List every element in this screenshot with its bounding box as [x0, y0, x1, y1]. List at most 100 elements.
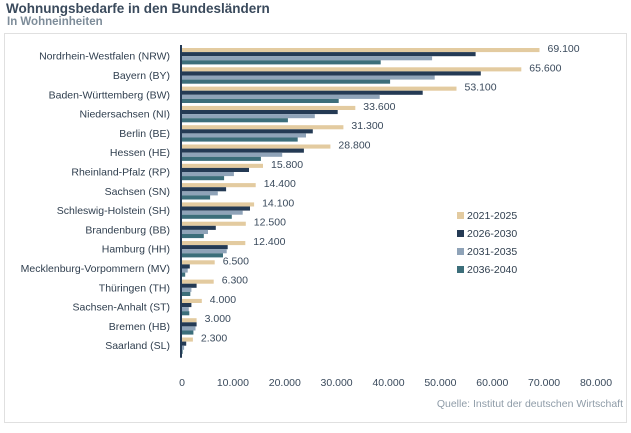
bar-2036-2040-4 — [181, 137, 298, 142]
bar-2031-2035-7 — [181, 191, 218, 196]
bar-2026-2030-0 — [181, 52, 476, 57]
bar-2026-2030-9 — [181, 225, 216, 230]
legend-swatch — [457, 212, 464, 219]
category-label: Baden-Württemberg (BW) — [49, 89, 170, 101]
bar-2031-2035-10 — [181, 249, 227, 254]
bar-2031-2035-9 — [181, 229, 208, 234]
bar-2036-2040-11 — [181, 272, 186, 277]
category-label: Saarland (SL) — [105, 340, 170, 352]
bar-2036-2040-5 — [181, 156, 261, 161]
bar-2031-2035-11 — [181, 268, 188, 273]
chart-title: Wohnungsbedarfe in den Bundesländern — [6, 1, 270, 16]
bar-2031-2035-1 — [181, 75, 435, 80]
bar-2036-2040-1 — [181, 79, 391, 84]
x-tick-label: 20.000 — [269, 377, 301, 389]
bar-2021-2025-6 — [181, 163, 263, 168]
bar-2026-2030-5 — [181, 148, 304, 153]
legend: 2021-2025 2026-2030 2031-2035 2036-2040 — [457, 210, 517, 276]
category-label: Sachsen (SN) — [105, 186, 170, 198]
bar-2026-2030-7 — [181, 187, 227, 192]
x-tick-label: 60.000 — [476, 377, 508, 389]
bar-2021-2025-10 — [181, 241, 246, 246]
bar-2021-2025-12 — [181, 279, 214, 284]
bar-2036-2040-9 — [181, 234, 204, 239]
category-label: Nordrhein-Westfalen (NRW) — [39, 51, 170, 63]
category-label: Brandenburg (BB) — [85, 224, 170, 236]
legend-swatch — [457, 230, 464, 237]
bar-2036-2040-0 — [181, 60, 381, 65]
bar-2021-2025-9 — [181, 221, 246, 226]
bar-2026-2030-11 — [181, 264, 190, 269]
category-label: Bremen (HB) — [109, 321, 170, 333]
bar-2021-2025-4 — [181, 125, 344, 130]
bar-2026-2030-2 — [181, 90, 423, 95]
data-label: 6.300 — [222, 275, 248, 287]
x-tick-label: 70.000 — [528, 377, 560, 389]
bar-2031-2035-13 — [181, 307, 189, 312]
bar-2026-2030-1 — [181, 71, 481, 76]
category-label: Bayern (BY) — [113, 70, 170, 82]
data-label: 12.500 — [254, 217, 286, 229]
category-label: Niedersachsen (NI) — [80, 109, 170, 121]
data-label: 15.800 — [271, 159, 303, 171]
bar-2031-2035-8 — [181, 210, 243, 215]
bar-2026-2030-4 — [181, 129, 313, 134]
data-label: 65.600 — [529, 62, 561, 74]
bar-2021-2025-7 — [181, 183, 256, 188]
legend-swatch — [457, 266, 464, 273]
data-labels: 69.100 65.600 53.100 33.600 31.300 28.800 15.8… — [201, 43, 580, 345]
bar-2026-2030-10 — [181, 245, 228, 250]
data-label: 14.400 — [264, 178, 296, 190]
bar-2026-2030-13 — [181, 303, 192, 308]
bar-2031-2035-4 — [181, 133, 306, 138]
bar-2026-2030-14 — [181, 322, 197, 327]
data-label: 3.000 — [205, 313, 231, 325]
source-note: Quelle: Institut der deutschen Wirtschaf… — [436, 398, 623, 410]
bar-2031-2035-2 — [181, 94, 380, 99]
bar-2031-2035-5 — [181, 152, 283, 157]
bar-2036-2040-6 — [181, 176, 225, 181]
data-label: 31.300 — [351, 120, 383, 132]
data-label: 6.500 — [223, 255, 249, 267]
bar-2021-2025-1 — [181, 67, 522, 72]
bar-2026-2030-8 — [181, 206, 250, 211]
legend-swatch — [457, 248, 464, 255]
x-tick-label: 80.000 — [580, 377, 612, 389]
bar-2031-2035-6 — [181, 172, 234, 177]
bar-2031-2035-0 — [181, 56, 433, 61]
category-label: Mecklenburg-Vorpommern (MV) — [21, 263, 170, 275]
bar-2036-2040-3 — [181, 118, 288, 123]
bars-group — [181, 48, 540, 354]
legend-label: 2026-2030 — [467, 228, 517, 240]
bar-2026-2030-6 — [181, 167, 249, 172]
bar-2026-2030-3 — [181, 110, 338, 115]
bar-2026-2030-15 — [181, 341, 187, 346]
data-label: 4.000 — [210, 294, 236, 306]
bar-2021-2025-0 — [181, 48, 540, 53]
bar-2021-2025-5 — [181, 144, 331, 149]
legend-label: 2031-2035 — [467, 246, 517, 258]
data-label: 28.800 — [338, 140, 370, 152]
bar-2031-2035-3 — [181, 114, 315, 119]
legend-label: 2036-2040 — [467, 264, 517, 276]
category-label: Hamburg (HH) — [102, 244, 170, 256]
bar-2026-2030-12 — [181, 283, 197, 288]
bar-2031-2035-14 — [181, 326, 196, 331]
bar-2031-2035-12 — [181, 287, 192, 292]
data-label: 69.100 — [548, 43, 580, 55]
bar-2021-2025-15 — [181, 337, 193, 342]
data-label: 33.600 — [363, 101, 395, 113]
bar-2036-2040-13 — [181, 311, 190, 316]
bar-2036-2040-14 — [181, 330, 194, 335]
bar-2036-2040-10 — [181, 253, 223, 258]
bar-2036-2040-2 — [181, 98, 339, 103]
category-label: Berlin (BE) — [119, 128, 170, 140]
bar-2021-2025-11 — [181, 260, 215, 265]
legend-label: 2021-2025 — [467, 210, 517, 222]
data-label: 53.100 — [465, 82, 497, 94]
category-label: Thüringen (TH) — [99, 282, 170, 294]
data-label: 14.100 — [262, 197, 294, 209]
category-labels: Nordrhein-Westfalen (NRW) Bayern (BY) Bade… — [21, 51, 170, 353]
category-label: Rheinland-Pfalz (RP) — [71, 167, 170, 179]
